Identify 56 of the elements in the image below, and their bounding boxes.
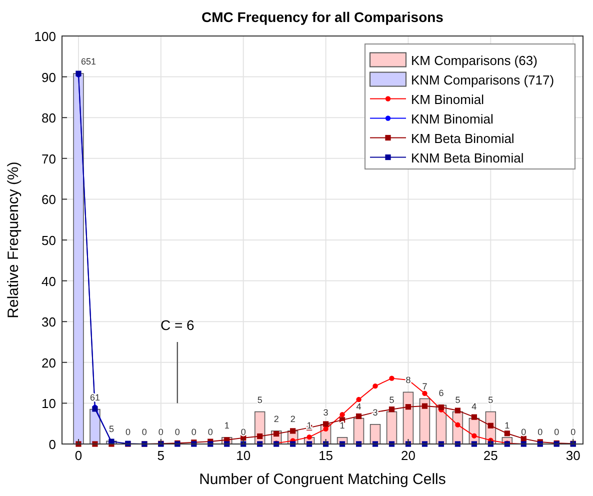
annotation: 0 (174, 427, 180, 437)
annotation: 3 (372, 407, 378, 418)
annotation: 0 (191, 427, 196, 437)
y-tick-label: 60 (42, 192, 56, 208)
x-tick-label: 25 (483, 448, 498, 463)
x-tick-label: 5 (157, 448, 165, 463)
annotation: 5 (108, 424, 114, 434)
x-axis-title: Number of Congruent Matching Cells (199, 471, 446, 488)
y-tick-label: 100 (34, 29, 56, 44)
y-tick-label: 70 (42, 151, 56, 166)
annotation: 0 (240, 427, 246, 437)
y-tick-label: 0 (48, 437, 56, 452)
annotation: 0 (158, 427, 164, 437)
legend-label: KNM Comparisons (717) (411, 72, 554, 88)
annotation: 2 (274, 414, 279, 424)
annotation: 0 (142, 427, 147, 437)
y-axis-title: Relative Frequency (%) (5, 162, 22, 318)
x-tick-label: 30 (566, 448, 580, 463)
y-tick-label: 90 (42, 70, 56, 85)
annotation: 3 (323, 407, 328, 418)
y-tick-label: 40 (42, 274, 56, 289)
annotation: 0 (208, 427, 213, 437)
annotation: 1 (504, 420, 510, 430)
ref-line-label: C = 6 (160, 317, 195, 333)
annotation: 0 (521, 427, 526, 437)
annotation: 4 (472, 401, 477, 412)
chart-title: CMC Frequency for all Comparisons (202, 9, 444, 25)
annotation: 5 (455, 394, 460, 405)
annotation: 5 (389, 394, 394, 405)
legend-label: KM Binomial (411, 92, 484, 107)
y-tick-label: 80 (42, 110, 56, 126)
x-tick-label: 0 (74, 448, 82, 463)
annotation: 1 (340, 420, 345, 430)
x-tick-label: 15 (318, 448, 334, 463)
annotation: 1 (224, 420, 230, 430)
y-tick-label: 10 (42, 396, 56, 412)
annotation: 6 (438, 388, 444, 398)
annotation: 0 (554, 427, 560, 437)
legend-label: KM Beta Binomial (411, 130, 514, 146)
y-tick-label: 50 (42, 233, 56, 248)
annotation: 5 (488, 394, 494, 405)
x-tick-label: 10 (236, 448, 251, 463)
x-tick-label: 20 (401, 448, 416, 463)
legend-label: KM Comparisons (63) (411, 52, 538, 68)
annotation: 5 (257, 394, 262, 405)
annotation: 0 (125, 427, 130, 437)
annotation: 2 (290, 414, 296, 424)
legend-label: KNM Beta Binomial (411, 150, 524, 166)
annotation: 7 (422, 382, 428, 392)
annotation: 0 (538, 427, 543, 437)
y-tick-label: 30 (42, 314, 56, 330)
annotation: 0 (570, 427, 576, 437)
legend-label: KNM Binomial (411, 111, 494, 126)
annotation: 4 (356, 401, 362, 412)
annotation: 651 (80, 56, 96, 67)
y-tick-label: 20 (42, 355, 56, 370)
